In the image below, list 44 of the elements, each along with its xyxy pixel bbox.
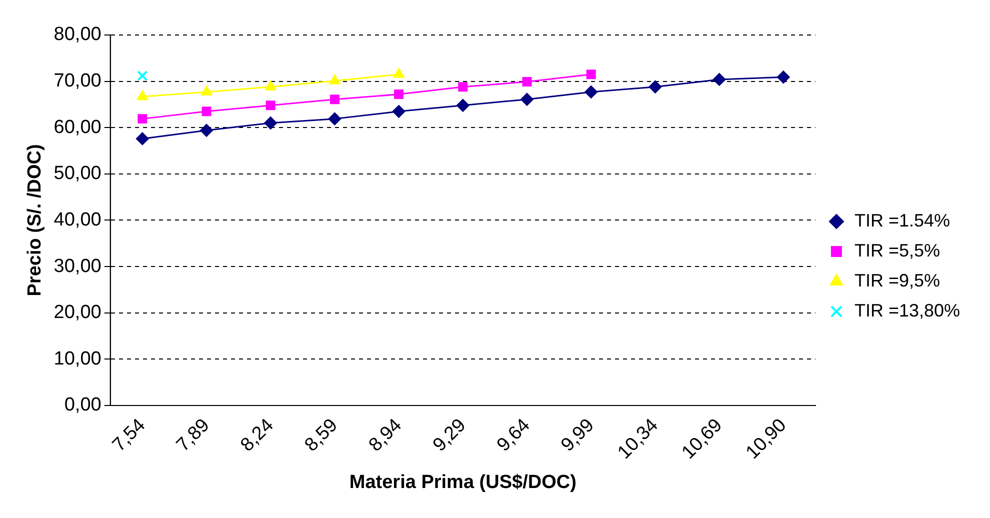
point (330, 94, 340, 104)
y-tick-label: 80,00 (54, 24, 102, 46)
point (136, 90, 148, 100)
point (328, 112, 342, 126)
point (456, 98, 470, 112)
y-tick-label: 70,00 (54, 70, 102, 92)
x-tick-label: 9,29 (429, 414, 470, 456)
point (264, 116, 278, 130)
point (776, 70, 790, 84)
x-tick-label: 8,59 (300, 414, 342, 456)
y-tick-label: 0,00 (64, 394, 102, 416)
y-tick-label: 30,00 (54, 256, 102, 277)
point (138, 114, 148, 124)
x-tick-label: 7,54 (108, 414, 150, 456)
y-tick-label: 50,00 (54, 163, 102, 184)
x-tick-label: 8,24 (236, 414, 278, 456)
x-axis-title: Materia Prima (US$/DOC) (349, 472, 576, 493)
point (522, 77, 532, 87)
x-tick-label: 8,94 (365, 414, 406, 456)
legend-label: TIR =5,5% (854, 240, 940, 260)
point (458, 82, 468, 92)
point (520, 92, 534, 106)
point (712, 72, 726, 86)
x-tick-label: 9,99 (557, 414, 598, 456)
point (202, 106, 212, 116)
point (200, 124, 213, 137)
point (137, 70, 148, 81)
point (392, 104, 406, 118)
y-tick-label: 40,00 (54, 209, 102, 230)
point (136, 132, 149, 146)
x-tick-label: 7,89 (172, 414, 214, 456)
legend-label: TIR =9,5% (854, 270, 940, 290)
x-tick-label: 9,64 (493, 414, 535, 456)
legend-label: TIR =1.54% (854, 210, 950, 230)
point (648, 80, 662, 94)
point (584, 85, 598, 98)
legend-label: TIR =13,80% (854, 300, 960, 320)
point (266, 100, 276, 110)
point (394, 90, 404, 100)
y-tick-label: 20,00 (54, 302, 102, 324)
y-axis-title: Precio (S/. /DOC) (24, 144, 46, 296)
y-tick-label: 10,00 (54, 348, 102, 370)
y-tick-label: 60,00 (54, 116, 102, 138)
point (586, 70, 596, 80)
